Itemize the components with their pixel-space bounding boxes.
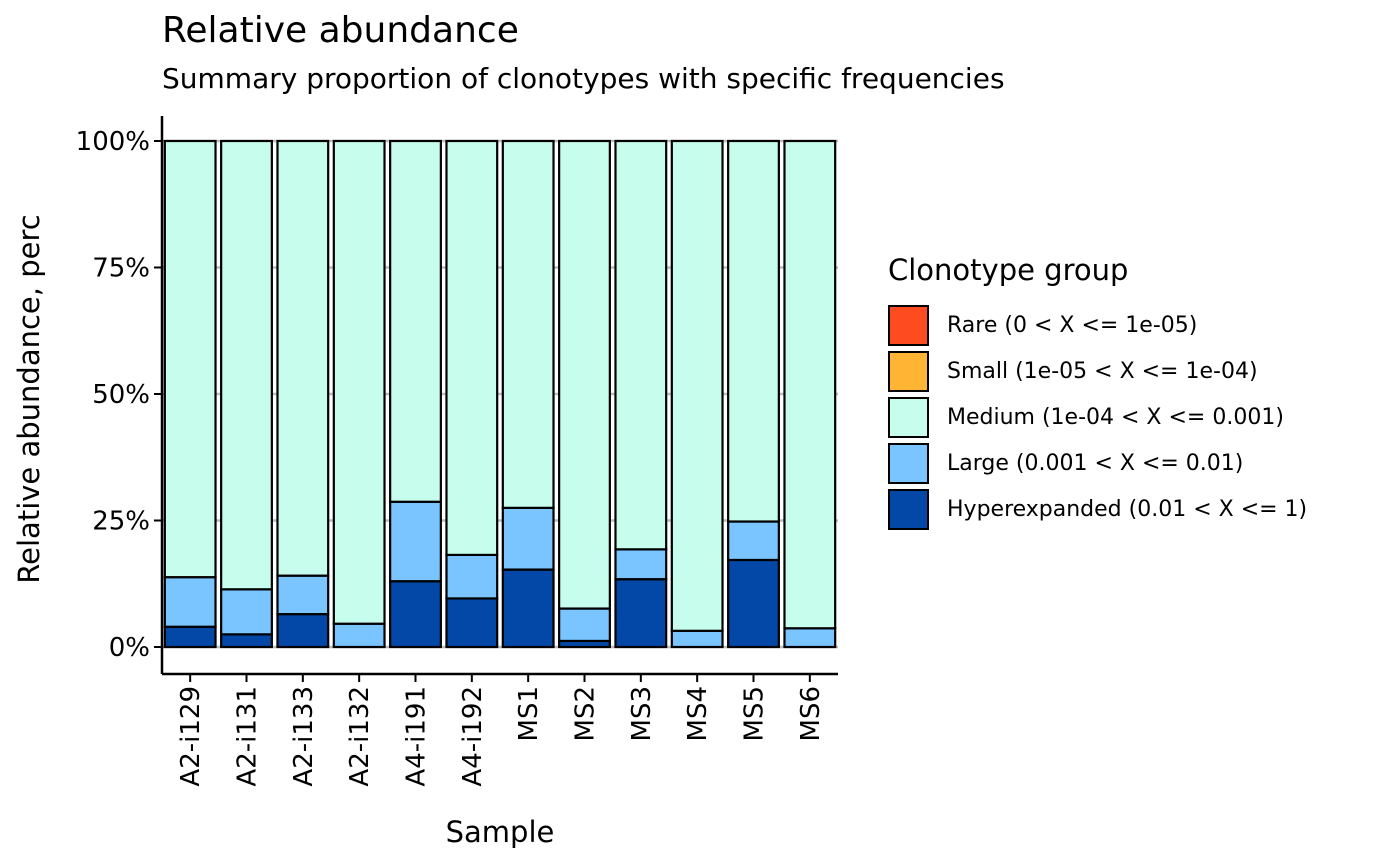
legend-key-3 — [888, 443, 929, 485]
legend-key-2 — [888, 396, 929, 438]
bar-A4-i191-3 — [389, 500, 442, 583]
bar-A4-i192-3 — [445, 553, 499, 600]
legend-item-2: Medium (1e-04 < X <= 0.001) — [888, 395, 1284, 439]
bar-MS3-4 — [614, 578, 668, 649]
bar-MS6-3 — [783, 627, 837, 649]
bar-MS5-2 — [727, 139, 780, 523]
legend-label-1: Small (1e-05 < X <= 1e-04) — [947, 358, 1258, 384]
legend-key-4 — [888, 489, 929, 531]
x-tick-label-MS6: MS6 — [796, 686, 826, 741]
bar-MS5-3 — [727, 520, 780, 562]
bar-A2-i133-2 — [276, 139, 330, 577]
bar-A4-i192-4 — [445, 597, 499, 649]
bar-A2-i131-2 — [220, 139, 273, 591]
bar-MS1-4 — [501, 568, 555, 649]
legend-title: Clonotype group — [888, 253, 1129, 287]
bar-A4-i191-2 — [389, 139, 442, 503]
bar-A2-i131-3 — [220, 588, 273, 636]
legend-label-2: Medium (1e-04 < X <= 0.001) — [947, 404, 1284, 430]
legend-item-3: Large (0.001 < X <= 0.01) — [888, 442, 1243, 486]
bar-A2-i133-4 — [276, 613, 330, 649]
x-tick-label-A2-i132: A2-i132 — [345, 686, 375, 787]
bar-MS4-2 — [670, 139, 724, 632]
y-tick-label-4: 100% — [76, 127, 150, 157]
chart-title: Relative abundance — [162, 10, 519, 51]
bar-A2-i129-4 — [163, 625, 217, 649]
bar-A2-i132-3 — [332, 622, 386, 649]
x-tick-label-MS1: MS1 — [514, 686, 544, 741]
x-axis-title: Sample — [446, 815, 555, 849]
legend-key-0 — [888, 304, 929, 346]
legend-label-3: Large (0.001 < X <= 0.01) — [947, 451, 1244, 477]
legend-item-4: Hyperexpanded (0.01 < X <= 1) — [888, 488, 1307, 532]
x-tick-label-A4-i192: A4-i192 — [458, 686, 488, 787]
x-tick-label-MS5: MS5 — [740, 686, 770, 741]
legend-key-1 — [888, 350, 929, 392]
chart-subtitle: Summary proportion of clonotypes with sp… — [162, 62, 1005, 95]
y-tick-label-1: 25% — [92, 507, 150, 537]
bar-MS6-2 — [783, 139, 837, 630]
x-tick-label-A2-i131: A2-i131 — [233, 686, 263, 787]
bar-MS2-3 — [558, 607, 611, 643]
x-tick-label-MS3: MS3 — [627, 686, 657, 741]
bar-A4-i191-4 — [389, 580, 442, 649]
x-tick-label-A2-i133: A2-i133 — [289, 686, 319, 787]
y-tick-label-3: 75% — [92, 254, 150, 284]
y-axis-title: Relative abundance, perc — [12, 214, 46, 583]
bar-A2-i129-3 — [163, 576, 217, 628]
bar-MS3-3 — [614, 548, 668, 581]
bar-MS3-2 — [614, 139, 668, 551]
bar-A2-i129-2 — [163, 139, 217, 579]
y-tick-label-0: 0% — [109, 633, 150, 663]
bar-A2-i132-2 — [332, 139, 386, 625]
legend-item-1: Small (1e-05 < X <= 1e-04) — [888, 349, 1258, 393]
legend-label-0: Rare (0 < X <= 1e-05) — [947, 312, 1198, 338]
y-tick-label-2: 50% — [92, 380, 150, 410]
bar-A4-i192-2 — [445, 139, 499, 557]
bar-A2-i133-3 — [276, 574, 330, 616]
x-tick-label-A4-i191: A4-i191 — [402, 686, 432, 787]
bar-A2-i131-4 — [220, 633, 273, 649]
legend-item-0: Rare (0 < X <= 1e-05) — [888, 303, 1197, 347]
bar-MS2-2 — [558, 139, 611, 610]
bar-MS1-2 — [501, 139, 555, 509]
x-tick-label-MS4: MS4 — [683, 686, 713, 741]
bar-MS1-3 — [501, 506, 555, 571]
legend-label-4: Hyperexpanded (0.01 < X <= 1) — [947, 497, 1308, 523]
bar-MS4-3 — [670, 629, 724, 649]
bar-MS5-4 — [727, 558, 780, 649]
x-tick-label-MS2: MS2 — [571, 686, 601, 741]
x-tick-label-A2-i129: A2-i129 — [176, 686, 206, 787]
